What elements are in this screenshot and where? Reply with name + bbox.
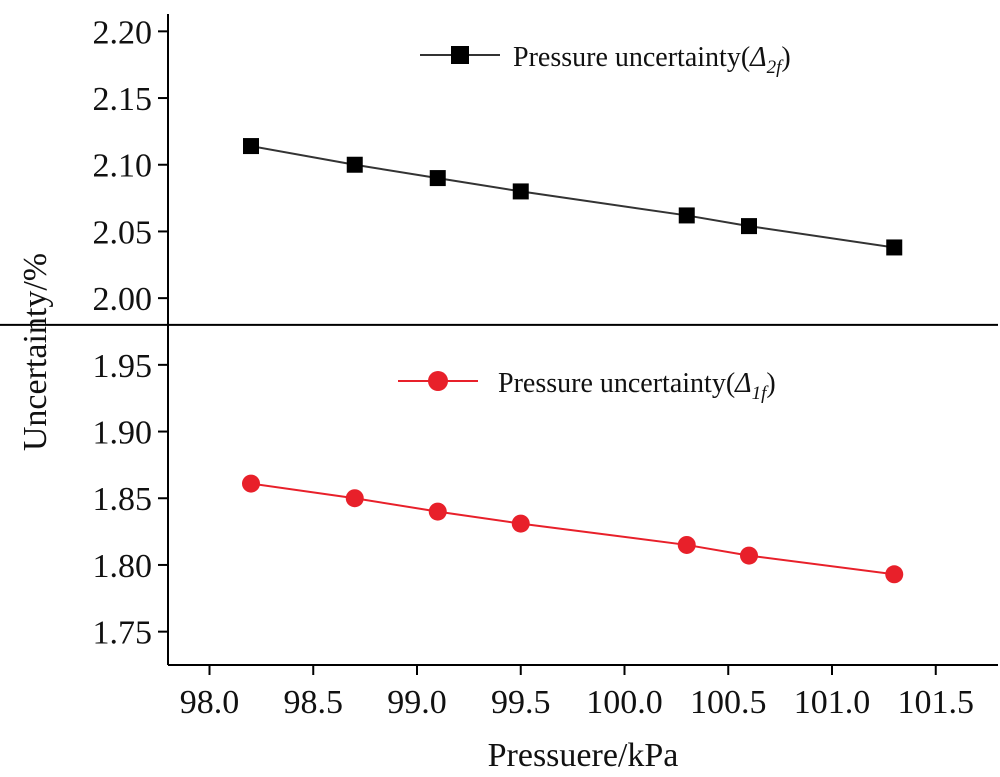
data-point-2f <box>429 170 446 187</box>
y-tick-label: 2.10 <box>93 148 153 185</box>
legend-marker-2f <box>451 46 469 64</box>
data-point-2f <box>678 207 695 224</box>
x-ticks: 98.0 98.5 99.0 99.5 100.0 100.5 101.0 101.5 <box>180 665 974 721</box>
y-tick-label: 1.95 <box>93 348 153 385</box>
legend-symbol-1f: Δ <box>734 368 751 399</box>
data-point-1f <box>242 474 260 493</box>
x-tick-label: 98.5 <box>284 684 344 721</box>
y-tick-label: 1.75 <box>93 615 153 652</box>
legend-subscript-2f: 2f <box>767 57 785 78</box>
legend-delta-2f: Pressure uncertainty(Δ2f) <box>420 42 791 78</box>
data-point-2f <box>741 218 757 235</box>
series-layer <box>242 138 904 584</box>
data-point-1f <box>677 535 696 554</box>
legend-label-2f: Pressure uncertainty(Δ2f) <box>513 42 791 78</box>
data-point-1f <box>428 502 447 521</box>
x-tick-label: 99.0 <box>387 684 447 721</box>
y-tick-label: 1.90 <box>93 415 153 452</box>
legend-symbol-2f: Δ <box>749 42 766 73</box>
x-tick-label: 99.5 <box>491 684 551 721</box>
data-point-2f <box>886 239 903 256</box>
y-ticks: 1.75 1.80 1.85 1.90 1.95 2.00 2.05 2.10 2.15 2.20 <box>93 14 168 652</box>
x-axis-title: Pressuere/kPa <box>488 737 679 774</box>
y-tick-label: 1.80 <box>93 548 153 585</box>
data-point-1f <box>345 489 364 508</box>
x-tick-label: 101.5 <box>898 684 975 721</box>
x-tick-label: 100.0 <box>586 684 663 721</box>
legend-close-2f: ) <box>781 42 790 73</box>
data-point-1f <box>740 546 758 565</box>
legend-label-1f: Pressure uncertainty(Δ1f) <box>498 368 776 404</box>
legend-subscript-1f: 1f <box>752 383 770 404</box>
y-tick-label: 2.00 <box>93 281 153 318</box>
legend-text-1f: Pressure uncertainty( <box>498 368 735 399</box>
plot-area: 98.0 98.5 99.0 99.5 100.0 100.5 101.0 101.5 1.7… <box>0 14 998 721</box>
legend-marker-1f <box>428 371 448 391</box>
y-axis-title: Uncertainty/% <box>17 253 54 451</box>
data-point-2f <box>243 138 259 155</box>
data-point-1f <box>885 565 904 584</box>
x-tick-label: 98.0 <box>180 684 240 721</box>
legend-close-1f: ) <box>766 368 775 399</box>
legend-text-2f: Pressure uncertainty( <box>513 42 750 73</box>
y-tick-label: 1.85 <box>93 481 153 518</box>
y-tick-label: 2.05 <box>93 214 153 251</box>
x-tick-label: 101.0 <box>794 684 871 721</box>
legend-delta-1f: Pressure uncertainty(Δ1f) <box>398 368 776 404</box>
data-point-2f <box>346 156 363 173</box>
y-tick-label: 2.15 <box>93 81 153 118</box>
x-tick-label: 100.5 <box>690 684 767 721</box>
data-point-1f <box>511 514 530 533</box>
data-point-2f <box>512 183 529 200</box>
y-tick-label: 2.20 <box>93 14 153 51</box>
